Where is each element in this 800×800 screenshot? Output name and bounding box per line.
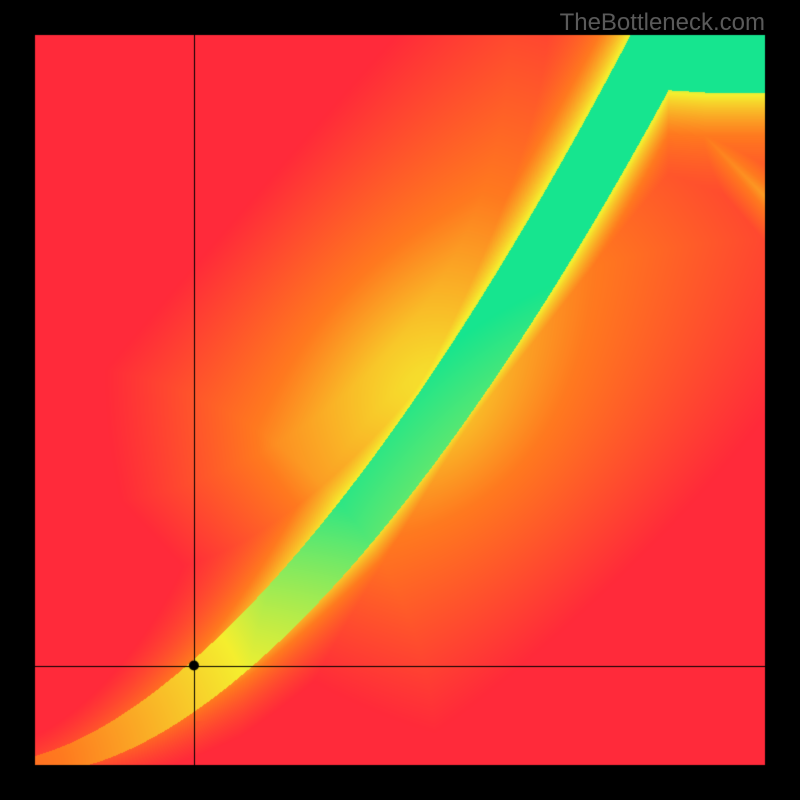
- chart-stage: { "type": "heatmap-gradient-with-crossha…: [0, 0, 800, 800]
- watermark-text: TheBottleneck.com: [560, 9, 765, 37]
- bottleneck-heatmap-canvas: [0, 0, 800, 800]
